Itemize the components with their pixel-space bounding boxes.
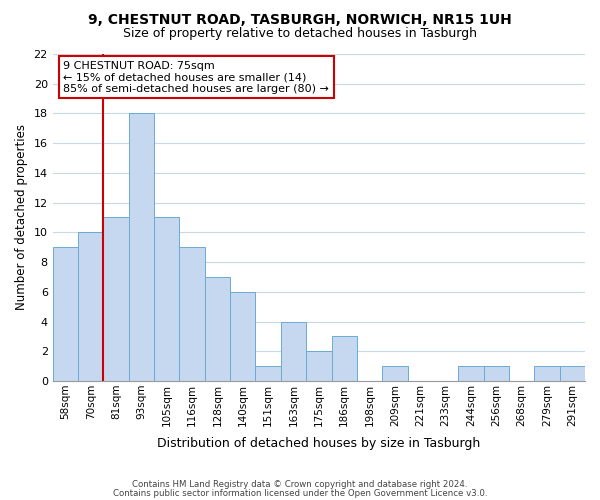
Text: Size of property relative to detached houses in Tasburgh: Size of property relative to detached ho… (123, 28, 477, 40)
Text: Contains HM Land Registry data © Crown copyright and database right 2024.: Contains HM Land Registry data © Crown c… (132, 480, 468, 489)
Bar (535, 366, 560, 381)
Text: 9 CHESTNUT ROAD: 75sqm
← 15% of detached houses are smaller (14)
85% of semi-det: 9 CHESTNUT ROAD: 75sqm ← 15% of detached… (64, 60, 329, 94)
Bar (382, 366, 407, 381)
Bar (53, 247, 78, 381)
Y-axis label: Number of detached properties: Number of detached properties (15, 124, 28, 310)
Bar (230, 292, 256, 381)
Bar (154, 218, 179, 381)
Bar (306, 352, 332, 381)
Bar (103, 218, 129, 381)
Bar (205, 277, 230, 381)
Bar (129, 114, 154, 381)
Bar (560, 366, 585, 381)
Bar (78, 232, 103, 381)
Bar (281, 322, 306, 381)
Bar (256, 366, 281, 381)
Bar (179, 247, 205, 381)
Text: Contains public sector information licensed under the Open Government Licence v3: Contains public sector information licen… (113, 488, 487, 498)
X-axis label: Distribution of detached houses by size in Tasburgh: Distribution of detached houses by size … (157, 437, 481, 450)
Bar (332, 336, 357, 381)
Bar (458, 366, 484, 381)
Text: 9, CHESTNUT ROAD, TASBURGH, NORWICH, NR15 1UH: 9, CHESTNUT ROAD, TASBURGH, NORWICH, NR1… (88, 12, 512, 26)
Bar (484, 366, 509, 381)
